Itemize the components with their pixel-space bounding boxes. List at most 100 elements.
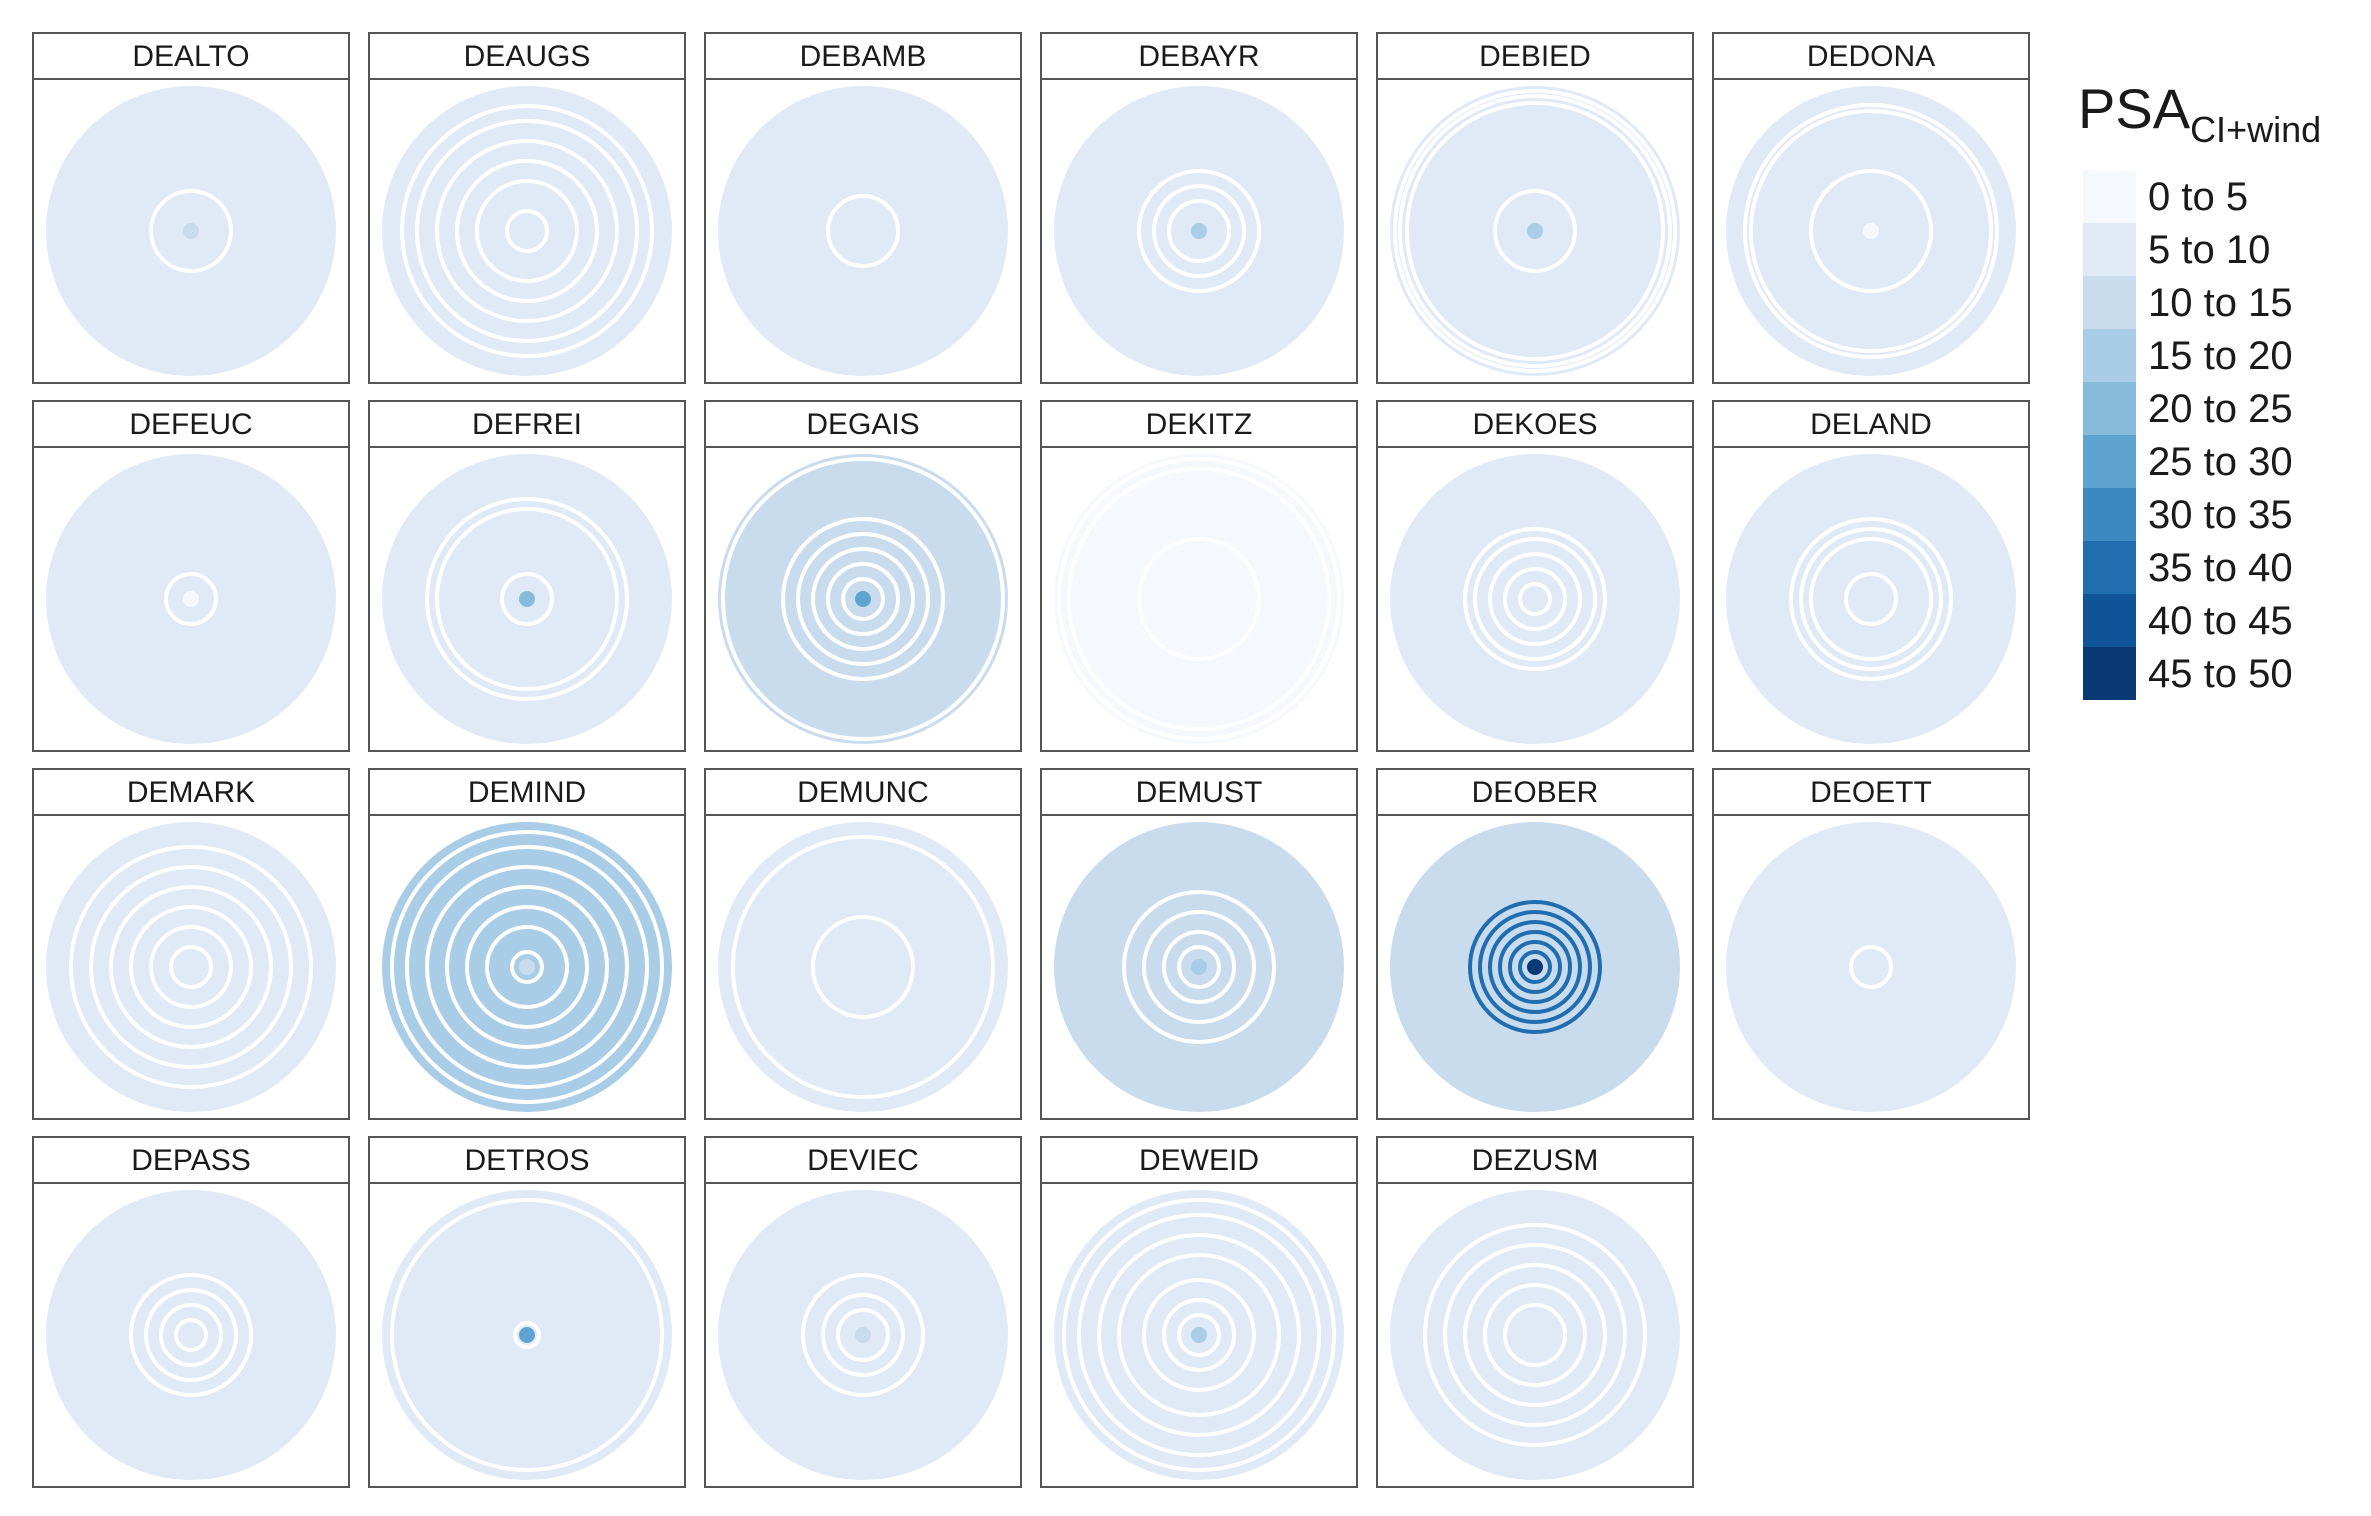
legend-key: [2083, 223, 2136, 276]
legend-title: PSACI+wind: [2078, 77, 2321, 150]
disk-ring: [721, 457, 1005, 741]
disk-ring: [1162, 1298, 1236, 1372]
panel-strip: [32, 32, 350, 80]
disk-ring: [841, 577, 885, 621]
disk-center: [519, 591, 535, 607]
panel-strip: [368, 1136, 686, 1184]
legend-title-subscript: CI+wind: [2190, 109, 2321, 150]
panel-label: DEAUGS: [464, 40, 591, 73]
panel-label: DEVIEC: [807, 1144, 919, 1177]
disk-ring: [1062, 1198, 1336, 1472]
panel-strip: [1712, 400, 2030, 448]
legend-label: 25 to 30: [2148, 440, 2293, 484]
disk-ring: [1097, 1233, 1301, 1437]
disk-ring: [781, 517, 945, 681]
panel-strip: [1376, 400, 1694, 448]
disk-ring: [400, 104, 654, 358]
disk-center: [183, 959, 199, 975]
legend-label: 20 to 25: [2148, 387, 2293, 431]
disk-center: [519, 959, 535, 975]
legend-key: [2083, 329, 2136, 382]
panel: DEDONA: [1712, 32, 2030, 384]
panel-strip: [368, 32, 686, 80]
disk-ring: [425, 497, 629, 701]
disk-center: [1863, 591, 1879, 607]
panel-label: DEBAMB: [800, 40, 927, 73]
disk-ring: [505, 209, 549, 253]
panel-label: DEKOES: [1472, 408, 1597, 441]
panel: DEFREI: [368, 400, 686, 752]
disk-ring: [1398, 94, 1672, 368]
panel: DEBAYR: [1040, 32, 1358, 384]
disk-ring: [1498, 930, 1572, 1004]
panel-strip: [1376, 32, 1694, 80]
legend-key: [2083, 488, 2136, 541]
disk-ring: [510, 950, 544, 984]
disk-ring: [164, 572, 218, 626]
panel-label: DEDONA: [1807, 40, 1935, 73]
panel: DEGAIS: [704, 400, 1022, 752]
panel: DEOBER: [1376, 768, 1694, 1120]
panel-label: DEALTO: [132, 40, 249, 73]
disk-ring: [1518, 950, 1552, 984]
panel-label: DEFREI: [472, 408, 582, 441]
panel-strip: [32, 768, 350, 816]
disk-ring: [129, 905, 253, 1029]
panel: DEOETT: [1712, 768, 2030, 1120]
disk-ring: [1423, 1223, 1647, 1447]
disk-ring: [1483, 1283, 1587, 1387]
legend-key: [2083, 541, 2136, 594]
panel-strip: [1376, 768, 1694, 816]
panel: DEKOES: [1376, 400, 1694, 752]
disk-ring: [1142, 910, 1256, 1024]
disk-ring: [159, 1303, 223, 1367]
legend-label: 10 to 15: [2148, 281, 2293, 325]
legend-label: 5 to 10: [2148, 228, 2270, 272]
disk-ring: [1142, 1278, 1256, 1392]
disk-ring: [1508, 940, 1562, 994]
disk-ring: [405, 845, 649, 1089]
disk-ring: [1488, 552, 1582, 646]
disk-ring: [801, 1273, 925, 1397]
disk-ring: [1743, 103, 1999, 359]
panel: DEKITZ: [1040, 400, 1358, 752]
disk-ring: [1468, 900, 1602, 1034]
panel-strip: [1712, 32, 2030, 80]
panel-strip: [368, 400, 686, 448]
disk-ring: [169, 945, 213, 989]
legend-label: 30 to 35: [2148, 493, 2293, 537]
panel-label: DELAND: [1810, 408, 1932, 441]
panel: DEMIND: [368, 768, 686, 1120]
disk-ring: [1463, 527, 1607, 671]
panel-label: DEFEUC: [129, 408, 252, 441]
disk-ring: [109, 885, 273, 1049]
panel: DEBIED: [1376, 32, 1694, 384]
disk-ring: [1177, 1313, 1221, 1357]
disk-ring: [1799, 527, 1943, 671]
disk-center: [1191, 959, 1207, 975]
panel-strip: [1712, 768, 2030, 816]
legend-label: 15 to 20: [2148, 334, 2293, 378]
legend-title-main: PSA: [2078, 77, 2191, 140]
panel-strip: [1040, 400, 1358, 448]
panel: DELAND: [1712, 400, 2030, 752]
disk-center: [1527, 223, 1543, 239]
disk-ring: [1122, 890, 1276, 1044]
disk-ring: [149, 189, 233, 273]
disk-ring: [1493, 189, 1577, 273]
panel: DEALTO: [32, 32, 350, 384]
disk-ring: [1162, 930, 1236, 1004]
panel: DETROS: [368, 1136, 686, 1488]
panel: DEVIEC: [704, 1136, 1022, 1488]
disk-center: [1527, 1327, 1543, 1343]
panel-label: DEMIND: [468, 776, 586, 809]
disk-ring: [1057, 457, 1341, 741]
disk-ring: [1077, 1213, 1321, 1457]
disk-ring: [1067, 467, 1331, 731]
legend-label: 40 to 45: [2148, 599, 2293, 643]
disk-ring: [1789, 517, 1953, 681]
legend-key: [2083, 276, 2136, 329]
disk-ring: [1488, 920, 1582, 1014]
panel-label: DEWEID: [1139, 1144, 1259, 1177]
